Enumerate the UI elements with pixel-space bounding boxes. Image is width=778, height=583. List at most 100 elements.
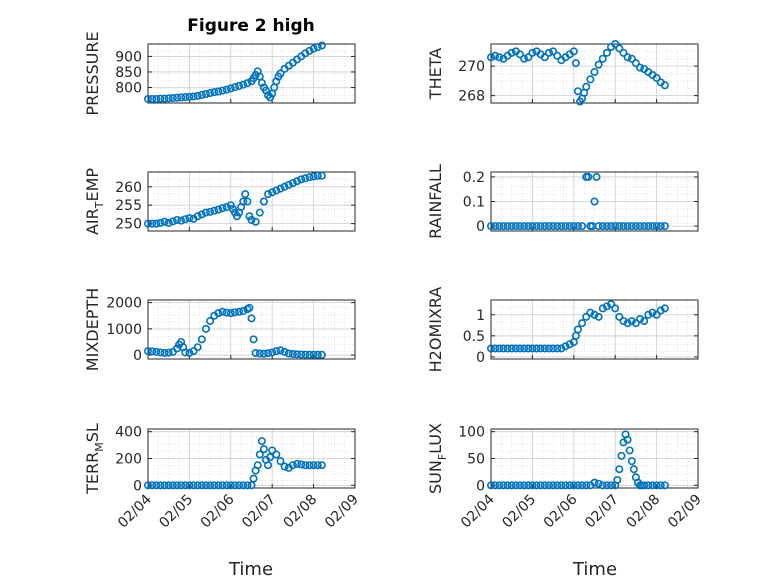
data-point (305, 461, 314, 470)
y-tick-label: 100 (458, 425, 485, 441)
data-point (144, 219, 153, 228)
data-point (160, 217, 169, 226)
data-point (553, 222, 562, 231)
data-point (549, 481, 558, 490)
data-point (239, 197, 248, 206)
data-point (214, 87, 223, 96)
data-point (230, 308, 239, 317)
data-point (582, 481, 591, 490)
data-point (652, 222, 661, 231)
y-tick-label: 270 (458, 59, 485, 75)
data-point (544, 344, 553, 353)
data-point (189, 481, 198, 490)
data-point (239, 80, 248, 89)
y-axis-label: THETA (426, 48, 445, 100)
panel-sun-flux: 0 50 100 02/04 02/05 02/06 02/07 02/08 02/09 SUNF… (426, 423, 705, 531)
data-point (235, 481, 244, 490)
data-point (660, 304, 669, 313)
x-tick-label: 02/09 (322, 492, 362, 532)
data-point (528, 481, 537, 490)
data-point (280, 182, 289, 191)
data-point (218, 481, 227, 490)
data-point (640, 481, 649, 490)
data-point (288, 179, 297, 188)
data-point (317, 41, 326, 50)
data-point (193, 343, 202, 352)
data-point (243, 481, 252, 490)
data-point (607, 222, 616, 231)
data-point (584, 172, 593, 181)
data-point (243, 197, 252, 206)
data-point (193, 212, 202, 221)
data-point (553, 481, 562, 490)
data-point (197, 481, 206, 490)
data-point (148, 481, 157, 490)
data-point (156, 348, 165, 357)
data-point (549, 47, 558, 56)
data-point (297, 350, 306, 359)
data-point (297, 175, 306, 184)
data-point (280, 462, 289, 471)
data-point (536, 222, 545, 231)
y-tick-label: 0.5 (463, 329, 485, 345)
data-point (293, 350, 302, 359)
data-point (656, 481, 665, 490)
data-point (264, 461, 273, 470)
data-point (648, 308, 657, 317)
data-point (255, 450, 264, 459)
data-point (309, 350, 318, 359)
data-point (557, 222, 566, 231)
data-point (313, 43, 322, 52)
data-point (594, 60, 603, 69)
data-point (565, 340, 574, 349)
data-point (160, 348, 169, 357)
data-point (515, 481, 524, 490)
data-point (193, 481, 202, 490)
data-point (652, 73, 661, 82)
data-point (144, 94, 153, 103)
data-point (168, 94, 177, 103)
data-point (540, 344, 549, 353)
data-point (210, 481, 219, 490)
data-point (284, 180, 293, 189)
data-point (297, 460, 306, 469)
data-point (317, 350, 326, 359)
data-point (528, 48, 537, 57)
data-point (185, 214, 194, 223)
data-point (619, 48, 628, 57)
data-point (193, 91, 202, 100)
data-point (615, 222, 624, 231)
y-tick-label: 1000 (106, 322, 142, 338)
data-point (276, 69, 285, 78)
data-point (486, 222, 495, 231)
axes-box (147, 299, 356, 360)
data-point (656, 306, 665, 315)
data-point (305, 46, 314, 55)
data-point (317, 171, 326, 180)
data-point (644, 310, 653, 319)
data-point (636, 63, 645, 72)
y-axis-label: MIXDEPTH (83, 288, 102, 371)
figure-title: Figure 2 high (187, 16, 315, 36)
x-tick-label: 02/07 (239, 492, 279, 532)
data-point (152, 94, 161, 103)
data-point (515, 222, 524, 231)
y-tick-label: 0 (476, 219, 485, 235)
data-point (201, 324, 210, 333)
data-point (172, 215, 181, 224)
data-point (553, 51, 562, 60)
data-point (185, 348, 194, 357)
x-tick-label: 02/04 (115, 491, 155, 531)
data-point (623, 222, 632, 231)
x-tick-label: 02/07 (582, 492, 622, 532)
data-point (602, 48, 611, 57)
data-point (549, 344, 558, 353)
y-tick-label: 0 (133, 348, 142, 364)
data-point (486, 344, 495, 353)
y-tick-label: 268 (458, 89, 485, 105)
data-point (569, 47, 578, 56)
data-point (201, 481, 210, 490)
y-tick-label: 0.1 (463, 195, 485, 211)
data-point (495, 481, 504, 490)
